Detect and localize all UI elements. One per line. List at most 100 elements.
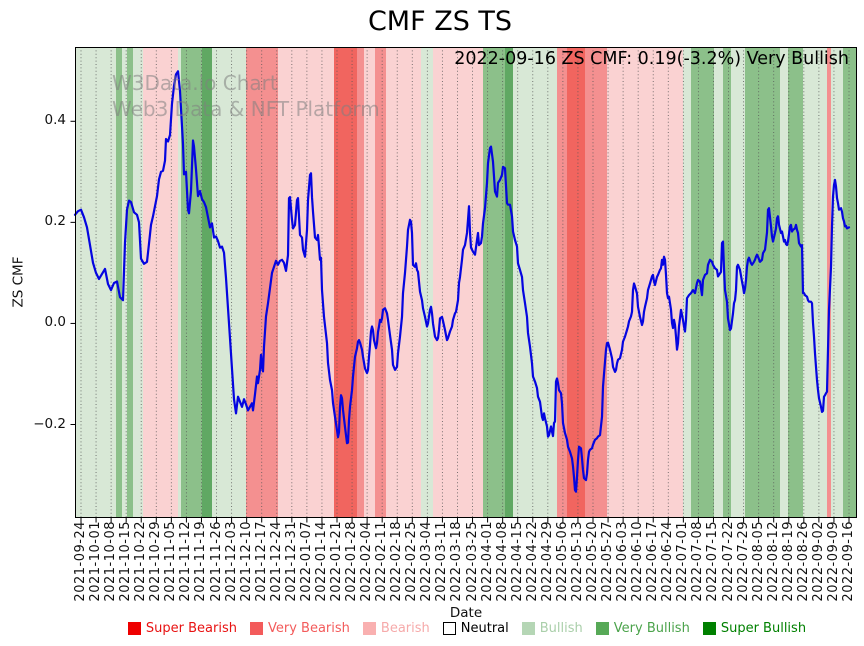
x-tick-label: 2022-05-20 <box>585 521 600 602</box>
sentiment-band-very_bullish <box>723 47 731 518</box>
x-tick-label: 2022-03-11 <box>434 521 450 602</box>
x-tick-label: 2022-05-13 <box>569 521 585 602</box>
x-tick-label: 2021-10-22 <box>133 521 149 602</box>
x-tick-label: 2022-08-19 <box>780 521 796 602</box>
x-tick-label: 2022-05-06 <box>554 521 570 602</box>
plot-area <box>70 47 857 523</box>
chart-title: CMF ZS TS <box>367 6 513 37</box>
x-tick-label: 2021-10-29 <box>148 521 164 602</box>
sentiment-band-bullish <box>731 47 745 518</box>
x-tick-label: 2022-04-01 <box>479 521 495 602</box>
cmf-line <box>73 70 851 493</box>
x-tick-label: 2022-03-25 <box>464 521 480 602</box>
x-tick-label: 2022-08-12 <box>765 521 781 602</box>
x-tick-label: 2021-10-15 <box>118 521 134 602</box>
legend-swatch-icon <box>250 622 263 635</box>
sentiment-band-very_bullish <box>116 47 122 518</box>
sentiment-band-bullish <box>75 47 116 518</box>
x-tick-label: 2021-12-24 <box>268 521 284 602</box>
sentiment-band-bullish <box>133 47 143 518</box>
legend-label: Super Bullish <box>720 621 807 636</box>
x-tick-label: 2021-10-08 <box>103 521 119 602</box>
sentiment-band-bearish <box>143 47 178 518</box>
x-tick-label: 2022-06-10 <box>630 521 646 602</box>
x-tick-label: 2022-07-29 <box>735 521 751 602</box>
x-tick-label: 2022-08-26 <box>795 521 811 602</box>
sentiment-band-very_bearish <box>585 47 607 518</box>
x-tick-label: 2022-06-24 <box>660 521 676 602</box>
x-tick-label: 2022-01-21 <box>329 521 344 602</box>
sentiment-band-very_bullish <box>843 47 857 518</box>
sentiment-band-bearish <box>607 47 683 518</box>
x-tick-label: 2022-01-28 <box>344 521 360 602</box>
x-tick-label: 2022-07-22 <box>720 521 736 602</box>
legend-label: Bearish <box>380 621 430 636</box>
legend-label: Bullish <box>539 621 583 636</box>
x-tick-label: 2022-06-17 <box>645 521 661 602</box>
sentiment-band-super_bullish <box>505 47 513 518</box>
legend: Super Bearish Very Bearish Bearish Neutral B… <box>80 621 854 636</box>
x-tick-label: 2022-04-08 <box>494 521 510 602</box>
sentiment-band-very_bearish <box>557 47 567 518</box>
y-tick-label: 0.4 <box>44 112 66 129</box>
legend-label: Very Bearish <box>268 621 350 636</box>
x-tick-label: 2021-11-12 <box>178 521 194 602</box>
x-tick-label: 2022-09-09 <box>825 521 841 602</box>
legend-swatch-icon <box>521 622 535 635</box>
x-tick-label: 2021-12-17 <box>253 521 269 602</box>
legend-item-very-bullish: Very Bullish <box>595 621 690 636</box>
sentiment-band-very_bullish <box>181 47 202 518</box>
x-tick-label: 2022-05-27 <box>600 521 616 602</box>
watermark: W3Data.io Chart Web3 Data & NFT Platform <box>112 70 380 122</box>
legend-item-very-bearish: Very Bearish <box>250 621 350 636</box>
sentiment-band-bullish <box>178 47 181 518</box>
watermark-line2: Web3 Data & NFT Platform <box>112 97 380 121</box>
sentiment-band-bullish <box>714 47 723 518</box>
y-tick-label: 0.2 <box>44 213 66 230</box>
sentiment-band-super_bullish <box>202 47 212 518</box>
legend-item-neutral: Neutral <box>442 621 509 636</box>
x-tick-label: 2022-03-18 <box>449 521 465 602</box>
x-tick-label: 2022-09-02 <box>810 521 826 602</box>
y-tick-label: −0.2 <box>33 415 66 432</box>
x-tick-label: 2022-07-15 <box>705 521 721 602</box>
legend-swatch-icon <box>362 622 376 635</box>
legend-swatch-icon <box>595 622 609 635</box>
y-axis-label: ZS CMF <box>9 256 26 308</box>
x-tick-label: 2022-08-05 <box>750 521 766 602</box>
x-tick-label: 2021-12-10 <box>238 521 254 602</box>
x-tick-label: 2021-11-26 <box>208 521 224 602</box>
x-tick-label: 2021-09-24 <box>73 521 88 602</box>
x-tick-label: 2022-02-25 <box>404 521 420 602</box>
sentiment-band-very_bearish <box>357 47 364 518</box>
sentiment-band-bullish <box>831 47 843 518</box>
x-tick-label: 2022-02-18 <box>389 521 405 602</box>
y-axis-label-wrap: ZS CMF <box>0 257 58 308</box>
x-tick-label: 2022-03-04 <box>419 521 435 602</box>
sentiment-band-very_bullish <box>127 47 133 518</box>
sentiment-band-very_bullish <box>745 47 780 518</box>
latest-value-annotation: 2022-09-16 ZS CMF: 0.19(-3.2%) Very Bull… <box>454 49 849 69</box>
legend-swatch-icon <box>127 622 141 635</box>
x-tick-label: 2021-11-05 <box>163 521 179 602</box>
x-tick-label: 2022-01-07 <box>298 521 314 602</box>
legend-item-bearish: Bearish <box>362 621 430 636</box>
x-tick-label: 2022-07-01 <box>675 521 691 602</box>
sentiment-band-bullish <box>212 47 246 518</box>
x-tick-label: 2021-11-19 <box>193 521 209 602</box>
legend-item-bullish: Bullish <box>521 621 583 636</box>
x-tick-label: 2022-04-29 <box>539 521 555 602</box>
x-tick-label: 2021-12-31 <box>283 521 299 602</box>
sentiment-band-very_bullish <box>788 47 803 518</box>
axes-frame <box>75 47 857 518</box>
sentiment-band-bullish <box>683 47 691 518</box>
x-tick-label: 2022-01-14 <box>313 521 329 602</box>
legend-item-super-bearish: Super Bearish <box>127 621 237 636</box>
sentiment-band-bullish <box>780 47 788 518</box>
x-tick-label: 2022-07-08 <box>690 521 706 602</box>
sentiment-band-bearish <box>364 47 375 518</box>
sentiment-band-very_bearish <box>827 47 831 518</box>
sentiment-band-super_bearish <box>567 47 585 518</box>
sentiment-band-very_bullish <box>483 47 505 518</box>
